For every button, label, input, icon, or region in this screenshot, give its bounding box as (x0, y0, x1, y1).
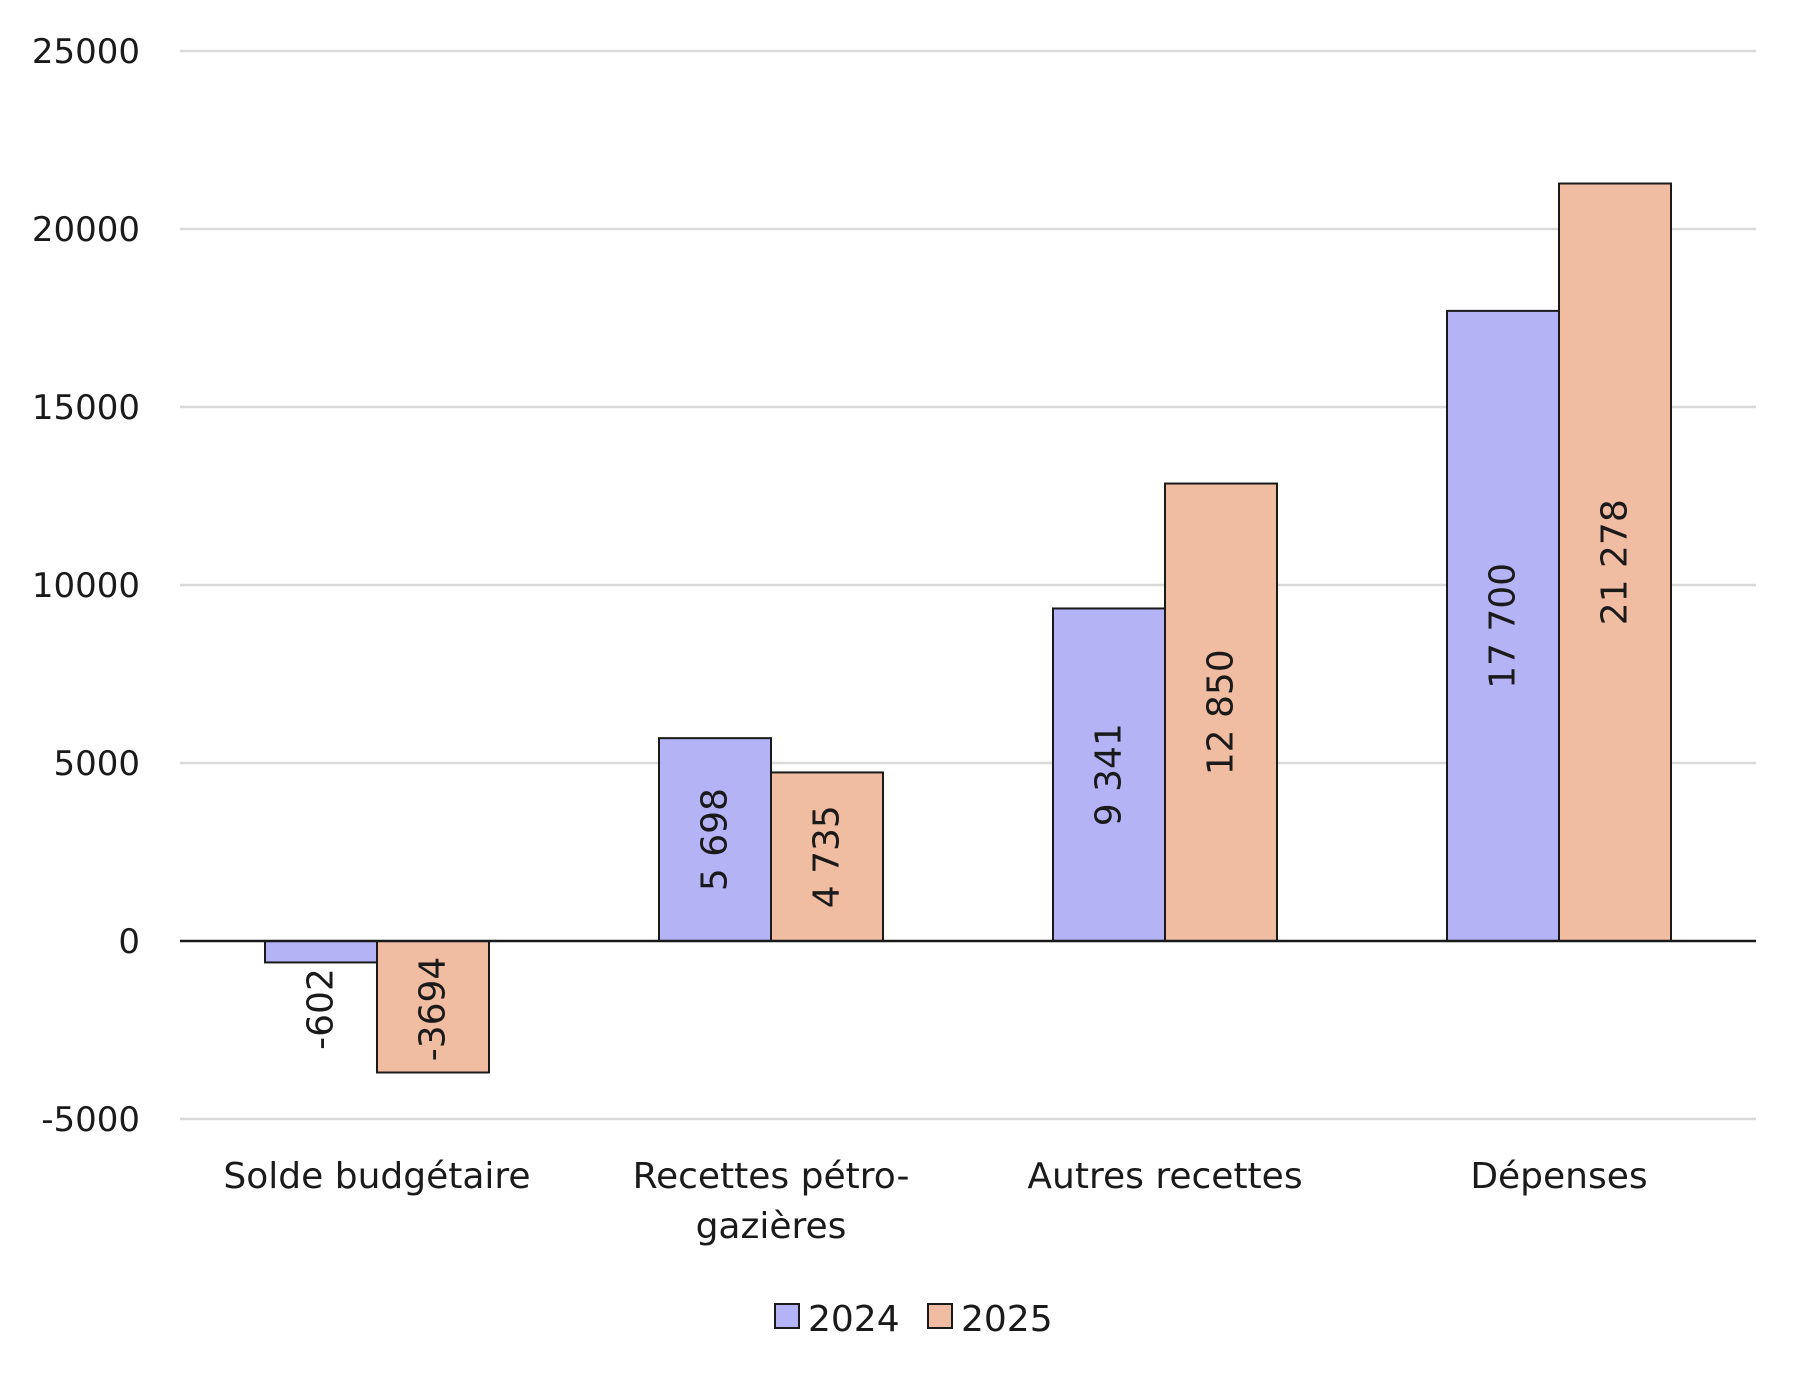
bar-2024-0 (264, 940, 378, 964)
bar-2025-3 (1558, 182, 1672, 943)
bar-2024-3 (1446, 309, 1560, 942)
data-labels: -602 -3694 5 698 4 735 9 341 12 850 17 700 21 2… (301, 499, 1636, 1061)
y-tick-label: 5000 (53, 744, 140, 784)
data-label-2025-1: 4 735 (807, 805, 848, 908)
x-axis-category-labels: Solde budgétaire Recettes pétro-gazières A… (223, 1156, 1647, 1247)
legend-label-2025: 2025 (961, 1299, 1053, 1340)
category-label: Solde budgétaire (223, 1156, 530, 1197)
y-tick-label: 10000 (32, 566, 140, 606)
category-label: Recettes pétro- (633, 1156, 910, 1197)
data-label-2024-1: 5 698 (695, 788, 736, 891)
y-tick-label: 20000 (32, 210, 140, 250)
bar-2025-1 (770, 771, 884, 943)
y-tick-label: 25000 (32, 32, 140, 72)
legend: 2024 2025 (774, 1299, 1053, 1340)
data-label-2024-0: -602 (301, 968, 342, 1050)
legend-swatch-2025 (927, 1303, 953, 1329)
legend-label-2024: 2024 (808, 1299, 900, 1340)
data-label-2024-3: 17 700 (1483, 563, 1524, 689)
y-tick-label: 0 (118, 922, 140, 962)
legend-swatch-2024 (774, 1303, 800, 1329)
bars (264, 182, 1672, 1074)
y-tick-label: 15000 (32, 388, 140, 428)
data-label-2025-2: 12 850 (1201, 649, 1242, 775)
bar-2024-2 (1052, 607, 1166, 942)
data-label-2024-2: 9 341 (1089, 723, 1130, 826)
bar-2025-2 (1164, 482, 1278, 942)
category-label: Dépenses (1470, 1156, 1647, 1197)
y-axis-tick-labels: 25000 20000 15000 10000 5000 0 -5000 (32, 32, 140, 1140)
grid-lines (180, 49, 1756, 1121)
bar-2025-0 (376, 940, 490, 1074)
data-label-2025-3: 21 278 (1595, 499, 1636, 625)
data-label-2025-0: -3694 (413, 957, 454, 1062)
category-label: Autres recettes (1027, 1156, 1302, 1197)
category-label: gazières (696, 1206, 847, 1247)
y-tick-label: -5000 (41, 1100, 140, 1140)
